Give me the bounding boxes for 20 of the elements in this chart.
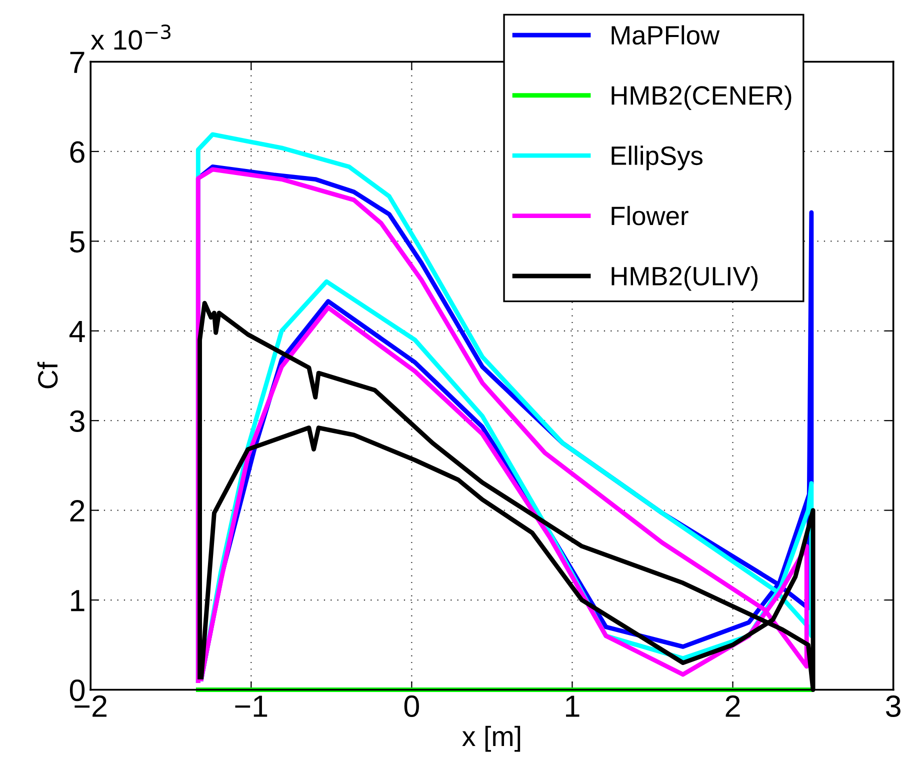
y-tick-label: 3: [70, 410, 84, 432]
legend-label: HMB2(CENER): [612, 85, 792, 110]
x-tick-label: 0: [404, 695, 419, 718]
y-tick-label: 5: [70, 231, 84, 253]
x-tick-label: 3: [886, 695, 900, 718]
y-tick-label: 6: [70, 141, 84, 163]
legend-label: EllipSys: [612, 146, 702, 170]
y-tick-label: 7: [70, 52, 84, 73]
legend-label: HMB2(ULIV): [612, 266, 758, 291]
x-axis-title: x [m]: [462, 726, 520, 752]
legend-label: Flower: [612, 206, 688, 226]
x-tick-label: 2: [726, 695, 740, 717]
x-tick-label: −1: [235, 696, 268, 717]
y-tick-label: 4: [69, 320, 85, 342]
y-tick-label: 1: [71, 590, 84, 612]
legend-label: MaPFlow: [612, 25, 720, 45]
text: x 10$^{−3}$: [90, 24, 170, 50]
y-tick-label: 2: [70, 500, 84, 522]
y-axis-title: Cf: [37, 362, 58, 388]
x-tick-label: 1: [566, 696, 580, 717]
